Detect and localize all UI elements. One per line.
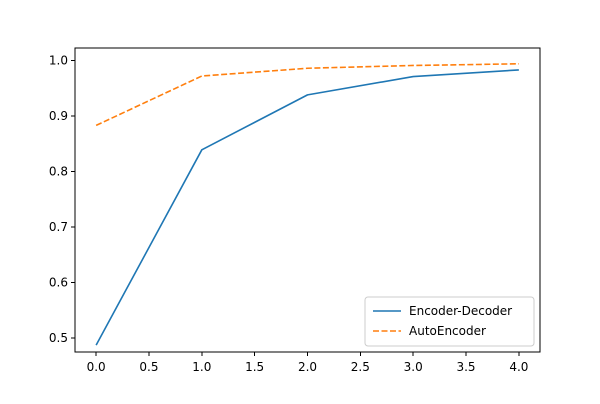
series-layer xyxy=(95,63,519,346)
legend: Encoder-Decoder AutoEncoder xyxy=(364,296,535,347)
legend-label-1: Encoder-Decoder xyxy=(409,304,512,318)
series-line-1 xyxy=(95,69,519,346)
y-tick-label: 0.7 xyxy=(49,220,68,234)
y-tick-label: 0.5 xyxy=(49,331,68,345)
y-tick-label: 0.9 xyxy=(49,109,68,123)
x-tick-label: 1.5 xyxy=(245,360,264,374)
x-tick-label: 1.0 xyxy=(192,360,211,374)
x-tick-label: 0.0 xyxy=(87,360,106,374)
x-tick-label: 3.5 xyxy=(456,360,475,374)
y-tick-label: 0.8 xyxy=(49,164,68,178)
y-tick-label: 0.6 xyxy=(49,275,68,289)
x-tick-label: 4.0 xyxy=(509,360,528,374)
legend-box xyxy=(364,296,535,347)
x-tick-label: 0.5 xyxy=(139,360,158,374)
x-tick-label: 2.0 xyxy=(298,360,317,374)
y-tick-label: 1.0 xyxy=(49,53,68,67)
axes: 0.0 0.5 1.0 1.5 2.0 2.5 3.0 3.5 4.0 0.5 0.6 0.7 0.8 0… xyxy=(49,47,541,374)
series-line-2 xyxy=(95,63,519,127)
x-tick-label: 2.5 xyxy=(351,360,370,374)
x-tick-label: 3.0 xyxy=(404,360,423,374)
legend-label-2: AutoEncoder xyxy=(409,324,486,338)
